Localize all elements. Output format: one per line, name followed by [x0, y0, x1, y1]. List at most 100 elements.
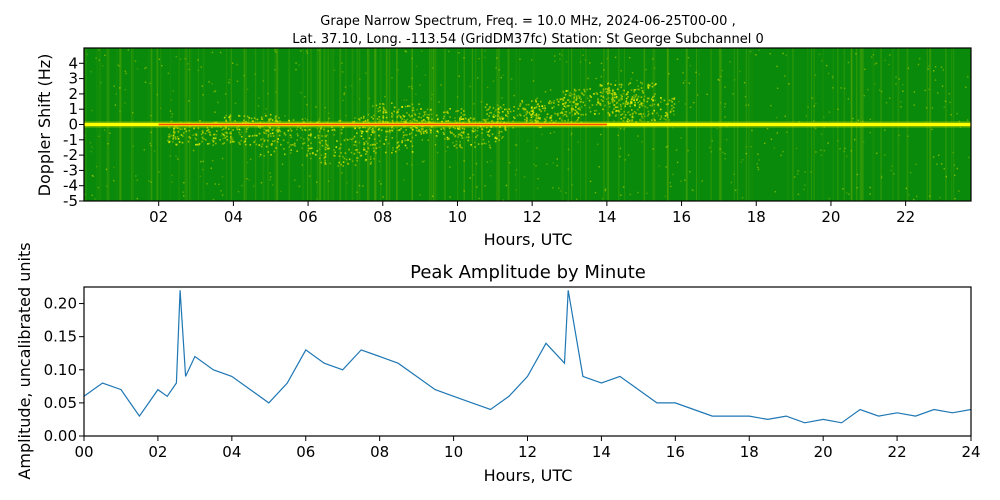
spectrogram-doppler-spread	[392, 149, 394, 152]
spectrogram-doppler-spread	[647, 84, 649, 86]
spectrogram-doppler-spread	[250, 117, 253, 120]
spectrogram-doppler-spread	[667, 103, 669, 105]
spectrogram-doppler-spread	[530, 106, 533, 109]
spectrogram-doppler-spread	[413, 109, 415, 112]
spectrogram-speckle	[469, 85, 471, 88]
spectrogram-doppler-spread	[270, 154, 272, 156]
spectrogram-doppler-spread	[482, 118, 485, 121]
spectrogram-doppler-spread	[310, 134, 312, 137]
spectrogram-speckle	[840, 87, 842, 89]
spectrogram-doppler-spread	[206, 130, 208, 132]
spectrogram-doppler-spread	[402, 131, 405, 134]
spectrogram-speckle	[91, 174, 94, 177]
spectrogram-doppler-spread	[505, 114, 507, 117]
spectrogram-speckle	[665, 146, 668, 148]
spectrogram-doppler-spread	[382, 103, 384, 105]
spectrogram-doppler-spread	[364, 126, 366, 129]
spectrogram-x-tick-label: 20	[821, 208, 840, 226]
spectrogram-doppler-spread	[646, 100, 649, 103]
spectrogram-speckle	[623, 128, 625, 130]
spectrogram-speckle	[594, 192, 597, 194]
spectrogram-doppler-spread	[573, 93, 576, 96]
spectrogram-doppler-spread	[378, 134, 380, 137]
spectrogram-doppler-spread	[651, 86, 653, 88]
spectrogram-doppler-spread	[418, 128, 420, 131]
spectrogram-speckle	[719, 148, 721, 150]
spectrogram-speckle	[552, 187, 554, 189]
spectrogram-speckle	[604, 188, 607, 190]
spectrogram-speckle	[898, 134, 900, 137]
spectrogram-doppler-spread	[289, 152, 292, 154]
spectrogram-doppler-spread	[626, 120, 629, 123]
spectrogram-doppler-spread	[557, 112, 560, 115]
spectrogram-doppler-spread	[196, 143, 199, 146]
spectrogram-speckle	[916, 195, 918, 198]
spectrogram-doppler-spread	[269, 127, 271, 129]
spectrogram-speckle	[706, 93, 708, 95]
spectrogram-doppler-spread	[316, 150, 319, 152]
spectrogram-speckle	[645, 68, 647, 71]
spectrogram-doppler-spread	[636, 97, 639, 100]
spectrogram-doppler-spread	[567, 119, 569, 121]
spectrogram-doppler-spread	[536, 119, 538, 122]
spectrogram-speckle	[305, 50, 308, 52]
spectrogram-speckle	[549, 132, 552, 134]
spectrogram-doppler-spread	[627, 118, 629, 121]
spectrogram-doppler-spread	[333, 149, 335, 151]
spectrogram-doppler-spread	[497, 117, 499, 120]
spectrogram-doppler-spread	[464, 117, 467, 120]
spectrogram-doppler-spread	[184, 128, 186, 130]
spectrogram-doppler-spread	[373, 150, 375, 152]
spectrogram-doppler-spread	[225, 114, 228, 117]
spectrogram-speckle	[501, 97, 503, 99]
spectrogram-doppler-spread	[564, 120, 566, 122]
spectrogram-doppler-spread	[317, 137, 320, 139]
spectrogram-speckle	[91, 109, 93, 112]
spectrogram-speckle	[265, 108, 267, 110]
spectrogram-speckle	[458, 75, 460, 77]
spectrogram-doppler-spread	[167, 135, 170, 138]
spectrogram-speckle	[301, 164, 304, 166]
spectrogram-doppler-spread	[296, 150, 298, 152]
spectrogram-doppler-spread	[251, 135, 254, 137]
amplitude-x-tick-label: 06	[296, 443, 315, 461]
spectrogram-doppler-spread	[641, 115, 643, 118]
spectrogram-doppler-spread	[577, 102, 579, 105]
spectrogram-speckle	[489, 175, 492, 177]
spectrogram-doppler-spread	[436, 114, 438, 117]
spectrogram-doppler-spread	[222, 128, 225, 130]
spectrogram-doppler-spread	[205, 139, 207, 141]
spectrogram-doppler-spread	[243, 119, 245, 122]
spectrogram-speckle	[676, 161, 679, 164]
spectrogram-doppler-spread	[535, 113, 538, 115]
spectrogram-doppler-spread	[488, 140, 490, 143]
spectrogram-doppler-spread	[174, 131, 176, 134]
spectrogram-speckle	[848, 193, 850, 195]
spectrogram-speckle	[815, 103, 817, 105]
spectrogram-x-tick-label: 14	[597, 208, 616, 226]
spectrogram-speckle	[107, 143, 109, 145]
spectrogram-doppler-spread	[475, 136, 477, 138]
spectrogram-doppler-spread	[428, 128, 431, 130]
spectrogram-speckle	[968, 156, 970, 159]
spectrogram-doppler-spread	[177, 138, 180, 140]
spectrogram-doppler-spread	[309, 147, 312, 150]
spectrogram-doppler-spread	[634, 101, 636, 104]
spectrogram-speckle	[720, 75, 722, 78]
spectrogram-speckle	[427, 139, 429, 141]
spectrogram-speckle	[615, 80, 617, 82]
spectrogram-speckle	[270, 176, 272, 178]
spectrogram-doppler-spread	[497, 115, 499, 117]
spectrogram-speckle	[342, 99, 344, 102]
spectrogram-doppler-spread	[423, 132, 425, 135]
spectrogram-speckle	[184, 58, 186, 60]
spectrogram-speckle	[536, 187, 539, 189]
spectrogram-doppler-spread	[497, 107, 500, 109]
spectrogram-speckle	[306, 103, 308, 106]
spectrogram-doppler-spread	[671, 104, 673, 107]
spectrogram-speckle	[745, 152, 747, 155]
spectrogram-doppler-spread	[309, 152, 311, 155]
spectrogram-doppler-spread	[467, 119, 470, 121]
spectrogram-speckle	[431, 67, 434, 69]
spectrogram-doppler-spread	[325, 143, 328, 146]
